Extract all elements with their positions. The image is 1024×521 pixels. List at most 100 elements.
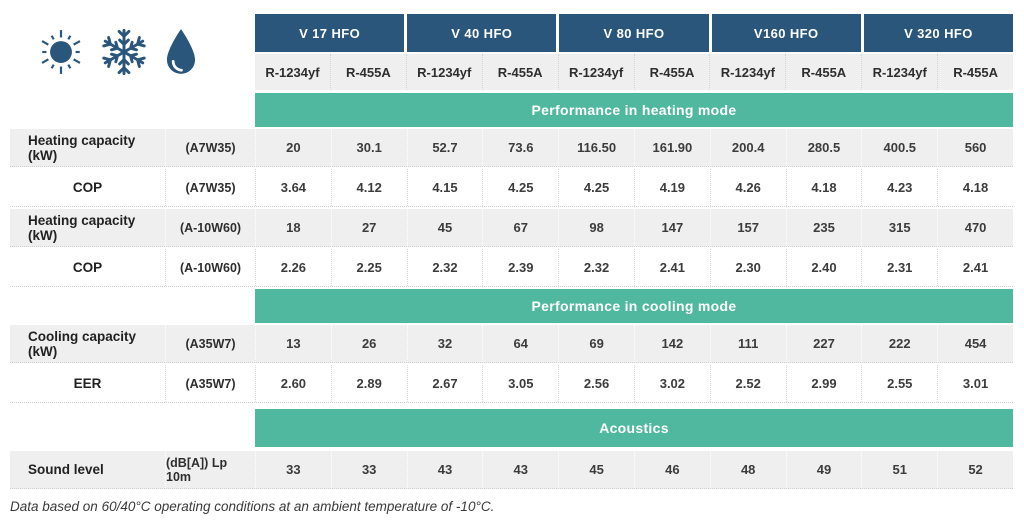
refrigerant-header-cell: R-455A — [329, 54, 406, 90]
row-condition: (dB[A]) Lp 10m — [165, 451, 255, 488]
value-cell: 4.19 — [633, 169, 710, 206]
model-header-cell: V 80 HFO — [559, 14, 709, 52]
value-cell: 116.50 — [558, 129, 634, 166]
model-header-cell: V 40 HFO — [407, 14, 557, 52]
value-cell: 2.41 — [633, 249, 710, 286]
value-cell: 2.99 — [785, 365, 862, 402]
value-cell: 400.5 — [861, 129, 937, 166]
value-cell: 4.18 — [785, 169, 862, 206]
refrigerant-header-cell: R-1234yf — [255, 54, 330, 90]
value-cell: 2.32 — [558, 249, 634, 286]
value-cell: 470 — [937, 209, 1013, 246]
value-cell: 2.67 — [406, 365, 483, 402]
value-cell: 2.25 — [330, 249, 407, 286]
footnote: Data based on 60/40°C operating conditio… — [10, 499, 495, 514]
value-cell: 161.90 — [633, 129, 710, 166]
value-cell: 18 — [255, 209, 331, 246]
table-row: Cooling capacity (kW) (A35W7) 13 26 32 64 69 14… — [10, 325, 1013, 363]
section-band: Performance in heating mode — [10, 93, 1013, 127]
value-cell: 13 — [255, 325, 331, 362]
spec-table: V 17 HFO V 40 HFO V 80 HFO V160 HFO V 320 HF… — [10, 14, 1014, 491]
row-label: COP — [72, 260, 103, 275]
value-cell: 49 — [785, 451, 862, 488]
value-cell: 3.02 — [633, 365, 710, 402]
refrigerant-header-cell: R-455A — [481, 54, 558, 90]
table-row: COP (A-10W60) 2.26 2.25 2.32 2.39 2.32 2.41 2.30… — [10, 249, 1013, 287]
header-spacer — [10, 54, 255, 90]
value-cell: 2.41 — [937, 249, 1013, 286]
value-cell: 2.26 — [255, 249, 331, 286]
table-row: Heating capacity (kW) (A-10W60) 18 27 45 67 98… — [10, 209, 1013, 247]
value-cell: 3.01 — [937, 365, 1013, 402]
row-condition: (A7W35) — [165, 169, 255, 206]
value-cell: 4.12 — [330, 169, 407, 206]
row-condition: (A-10W60) — [165, 209, 255, 246]
value-cell: 227 — [785, 325, 862, 362]
value-cell: 33 — [255, 451, 331, 488]
refrigerant-header-cell: R-1234yf — [709, 54, 786, 90]
value-cell: 64 — [482, 325, 558, 362]
value-cell: 2.32 — [406, 249, 483, 286]
refrigerant-header-cell: R-1234yf — [405, 54, 482, 90]
band-spacer — [10, 409, 255, 447]
refrigerant-header-cell: R-1234yf — [861, 54, 938, 90]
row-label: Heating capacity (kW) — [28, 212, 136, 243]
value-cell: 45 — [406, 209, 483, 246]
value-cell: 222 — [861, 325, 937, 362]
row-condition: (A35W7) — [165, 325, 255, 362]
value-cell: 51 — [861, 451, 937, 488]
value-cell: 280.5 — [785, 129, 862, 166]
value-cell: 4.25 — [558, 169, 634, 206]
value-cell: 4.25 — [482, 169, 558, 206]
value-cell: 2.40 — [785, 249, 862, 286]
row-label: EER — [73, 376, 102, 391]
value-cell: 2.55 — [861, 365, 937, 402]
value-cell: 2.89 — [330, 365, 407, 402]
value-cell: 20 — [255, 129, 331, 166]
value-cell: 4.26 — [709, 169, 786, 206]
band-spacer — [10, 289, 255, 323]
refrigerant-header-cell: R-455A — [633, 54, 710, 90]
section-band: Performance in cooling mode — [10, 289, 1013, 323]
value-cell: 30.1 — [330, 129, 407, 166]
value-cell: 2.60 — [255, 365, 331, 402]
mode-icons — [36, 26, 200, 78]
value-cell: 46 — [633, 451, 710, 488]
value-cell: 111 — [709, 325, 786, 362]
table-row: EER (A35W7) 2.60 2.89 2.67 3.05 2.56 3.02 2.52 2.… — [10, 365, 1013, 403]
header-spacer — [10, 14, 255, 52]
value-cell: 69 — [558, 325, 634, 362]
section-band-title: Acoustics — [255, 409, 1013, 447]
section-band: Acoustics — [10, 409, 1013, 447]
refrigerant-header-cell: R-1234yf — [557, 54, 634, 90]
value-cell: 235 — [785, 209, 862, 246]
table-row: Heating capacity (kW) (A7W35) 20 30.1 52.7 73… — [10, 129, 1013, 167]
value-cell: 2.39 — [482, 249, 558, 286]
refrigerant-header-row: R-1234yf R-455A R-1234yf R-455A R-1234yf R-45… — [10, 54, 1014, 90]
value-cell: 73.6 — [482, 129, 558, 166]
value-cell: 43 — [482, 451, 558, 488]
row-condition: (A35W7) — [165, 365, 255, 402]
sun-icon — [41, 30, 81, 74]
value-cell: 315 — [861, 209, 937, 246]
refrigerant-header-cell: R-455A — [785, 54, 862, 90]
value-cell: 98 — [558, 209, 634, 246]
row-label: Cooling capacity (kW) — [28, 328, 137, 359]
value-cell: 32 — [406, 325, 483, 362]
value-cell: 200.4 — [709, 129, 786, 166]
table-row: Sound level (dB[A]) Lp 10m 33 33 43 43 45 46 48 4… — [10, 451, 1013, 489]
value-cell: 147 — [633, 209, 710, 246]
table-row: COP (A7W35) 3.64 4.12 4.15 4.25 4.25 4.19 4.26 4.… — [10, 169, 1013, 207]
value-cell: 2.52 — [709, 365, 786, 402]
row-label: Heating capacity (kW) — [28, 132, 136, 163]
value-cell: 52 — [937, 451, 1013, 488]
row-condition: (A7W35) — [165, 129, 255, 166]
value-cell: 560 — [937, 129, 1013, 166]
value-cell: 142 — [633, 325, 710, 362]
band-spacer — [10, 93, 255, 127]
row-condition: (A-10W60) — [165, 249, 255, 286]
value-cell: 2.30 — [709, 249, 786, 286]
value-cell: 4.15 — [406, 169, 483, 206]
value-cell: 4.23 — [861, 169, 937, 206]
